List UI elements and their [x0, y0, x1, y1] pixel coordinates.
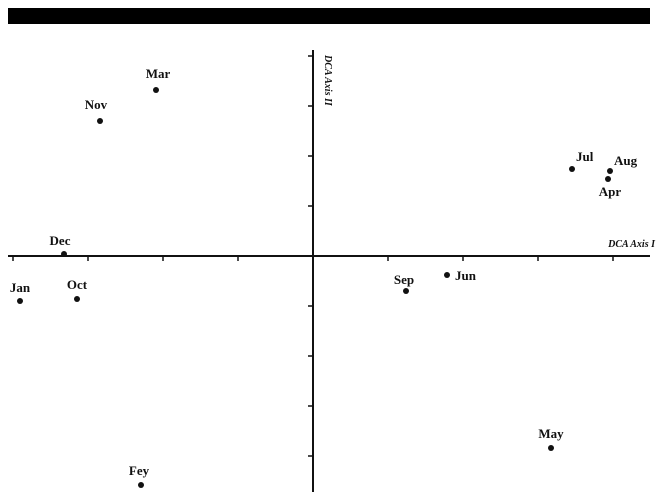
axis-ticks — [12, 55, 614, 457]
point-label-aug: Aug — [614, 153, 638, 168]
y-axis-title: DCA Axis II — [322, 54, 333, 107]
point-label-may: May — [538, 426, 564, 441]
point-fey — [138, 482, 144, 488]
point-label-mar: Mar — [146, 66, 171, 81]
point-label-jan: Jan — [10, 280, 31, 295]
title-bar — [8, 8, 650, 24]
point-dec — [61, 251, 67, 257]
data-points: Mar Nov Dec Jan Oct Fey Sep Jun Jul Aug Apr May — [10, 66, 638, 488]
point-label-oct: Oct — [67, 277, 88, 292]
point-label-sep: Sep — [394, 272, 414, 287]
point-label-apr: Apr — [599, 184, 622, 199]
point-label-fey: Fey — [129, 463, 150, 478]
x-axis-title: DCA Axis I — [607, 239, 656, 250]
point-label-jul: Jul — [576, 149, 594, 164]
point-label-nov: Nov — [85, 97, 108, 112]
point-may — [548, 445, 554, 451]
point-jul — [569, 166, 575, 172]
point-label-dec: Dec — [50, 233, 71, 248]
point-oct — [74, 296, 80, 302]
point-jun — [444, 272, 450, 278]
point-jan — [17, 298, 23, 304]
point-sep — [403, 288, 409, 294]
axes — [8, 50, 650, 492]
point-aug — [607, 168, 613, 174]
point-apr — [605, 176, 611, 182]
point-mar — [153, 87, 159, 93]
point-nov — [97, 118, 103, 124]
point-label-jun: Jun — [455, 268, 477, 283]
